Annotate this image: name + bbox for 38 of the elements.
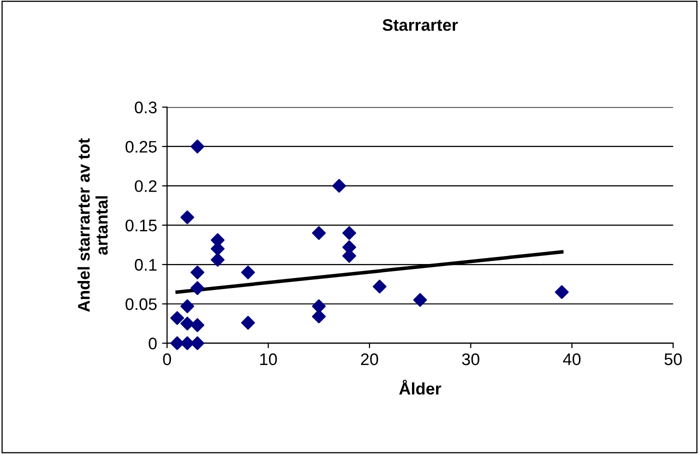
x-tick-label: 10 xyxy=(260,353,277,366)
point xyxy=(190,318,204,332)
point xyxy=(312,299,326,314)
point xyxy=(180,210,194,224)
x-tick-label: 40 xyxy=(563,353,581,366)
point xyxy=(170,336,184,350)
y-tick-label: 0.2 xyxy=(134,180,157,192)
chart-title: Starrarter xyxy=(382,19,458,31)
point xyxy=(342,226,356,240)
point xyxy=(372,280,387,294)
point xyxy=(332,178,346,193)
y-tick-label: 0.3 xyxy=(134,102,157,114)
point xyxy=(210,252,225,267)
point xyxy=(190,265,204,280)
point xyxy=(554,285,569,299)
point xyxy=(241,316,255,330)
point xyxy=(190,140,204,154)
y-tick-label: 0 xyxy=(148,338,157,350)
y-axis-title: Andel starrarter av tot artantal xyxy=(78,138,108,312)
y-tick-label: 0.25 xyxy=(126,140,157,153)
y-tick-label: 0.1 xyxy=(134,258,157,271)
point xyxy=(190,336,204,350)
y-tick-label: 0.05 xyxy=(126,298,157,310)
point xyxy=(241,265,255,280)
point xyxy=(190,281,204,296)
point xyxy=(413,293,428,307)
x-axis-title: Ålder xyxy=(399,380,442,395)
point xyxy=(170,311,184,325)
point xyxy=(312,226,326,240)
point xyxy=(180,316,194,330)
x-tick-label: 0 xyxy=(163,353,172,366)
x-tick-label: 20 xyxy=(361,353,378,366)
point xyxy=(180,336,194,350)
x-tick-label: 50 xyxy=(664,353,682,366)
point xyxy=(312,310,326,324)
y-tick-label: 0.15 xyxy=(126,220,157,232)
x-tick-label: 30 xyxy=(462,353,480,366)
point xyxy=(180,299,194,314)
